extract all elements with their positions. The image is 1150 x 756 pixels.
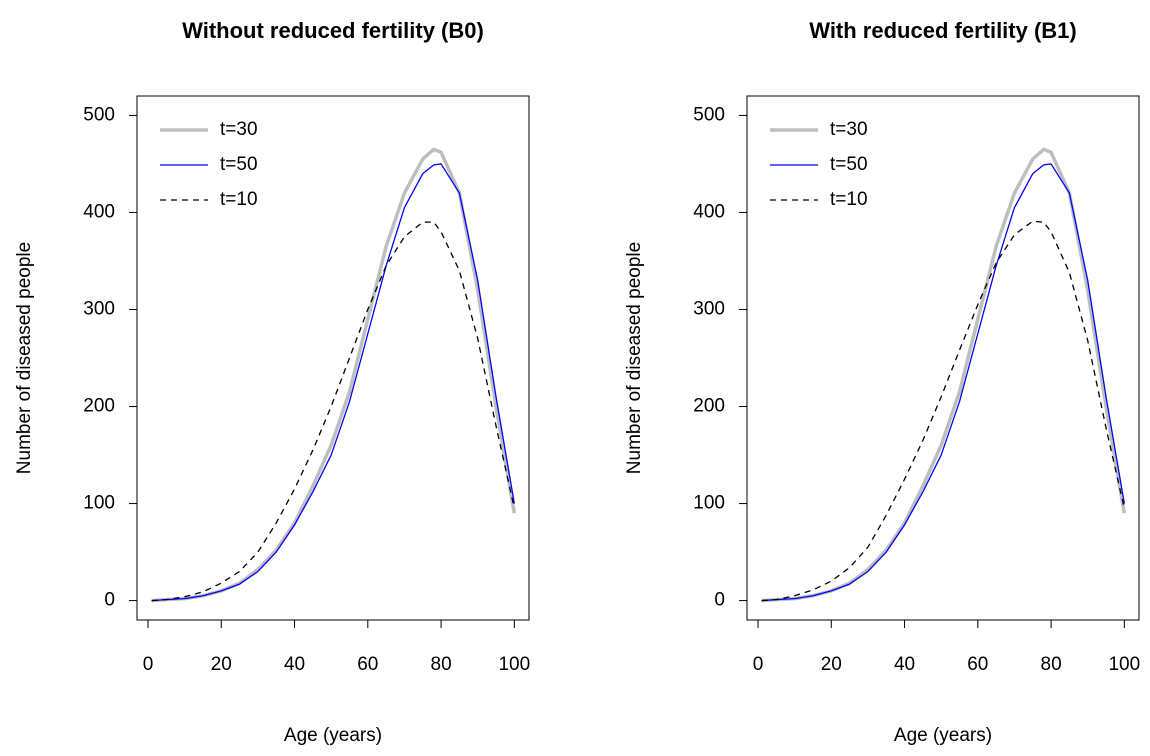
x-tick-label: 20 [211,654,232,675]
x-tick-label: 80 [431,654,452,675]
x-tick-label: 40 [894,654,915,675]
data-line [761,147,1127,603]
x-tick-label: 60 [357,654,378,675]
legend-label: t=50 [220,154,258,175]
plot-box [746,95,1140,621]
x-tick-label: 100 [498,654,530,675]
x-axis-label: Age (years) [284,725,382,746]
y-tick-label: 400 [83,201,115,222]
y-axis-label: Number of diseased people [14,242,35,474]
y-tick-label: 300 [693,298,725,319]
legend-label: t=50 [830,154,868,175]
x-tick-label: 40 [284,654,305,675]
data-line [151,163,515,602]
legend-label: t=30 [220,119,258,140]
legend-label: t=10 [830,189,868,210]
data-line [761,163,1125,602]
y-tick-label: 0 [714,590,725,611]
x-tick-label: 100 [1108,654,1140,675]
chart-title: Without reduced fertility (B0) [182,18,484,43]
x-tick-label: 0 [143,654,154,675]
legend-label: t=30 [830,119,868,140]
chart-title: With reduced fertility (B1) [809,18,1077,43]
y-axis-label: Number of diseased people [624,242,645,474]
y-tick-label: 200 [83,396,115,417]
data-line [761,220,1125,602]
y-tick-label: 200 [693,396,725,417]
data-line [151,221,515,602]
x-tick-label: 20 [821,654,842,675]
x-axis-label: Age (years) [894,725,992,746]
x-tick-label: 80 [1041,654,1062,675]
y-tick-label: 500 [83,104,115,125]
data-line [151,147,517,603]
y-tick-label: 100 [83,493,115,514]
y-tick-label: 300 [83,298,115,319]
y-tick-label: 0 [104,590,115,611]
y-tick-label: 100 [693,493,725,514]
y-tick-label: 400 [693,201,725,222]
x-tick-label: 60 [967,654,988,675]
x-tick-label: 0 [753,654,764,675]
y-tick-label: 500 [693,104,725,125]
plot-box [136,95,530,621]
legend-label: t=10 [220,189,258,210]
